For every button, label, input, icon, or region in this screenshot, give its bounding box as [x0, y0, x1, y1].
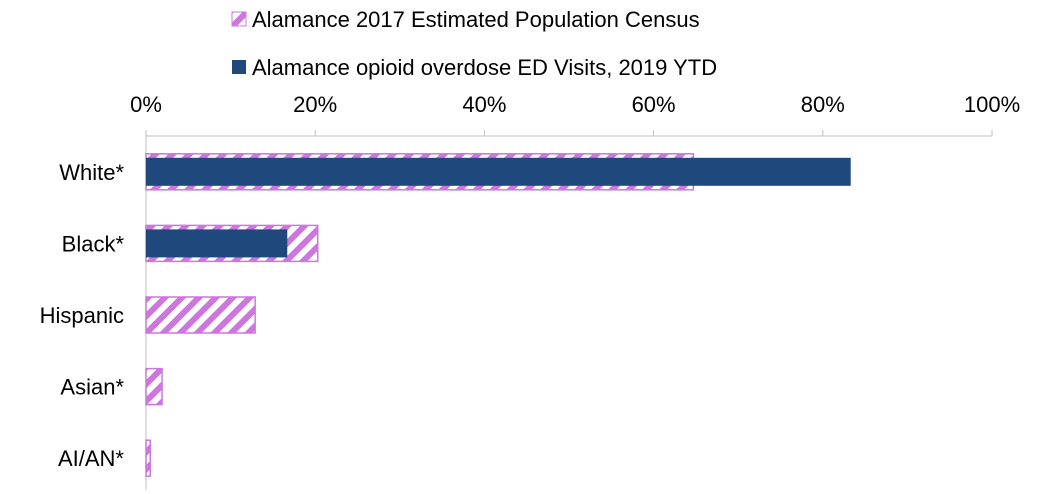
legend-swatch-population	[231, 11, 247, 27]
category-label: Black*	[62, 231, 125, 256]
legend-label-ed-visits: Alamance opioid overdose ED Visits, 2019…	[252, 55, 717, 80]
category-label: AI/AN*	[58, 446, 124, 471]
bar-population	[145, 439, 151, 477]
category-labels: White* Black* Hispanic Asian* AI/AN*	[40, 160, 125, 471]
x-tick-label: 40%	[462, 92, 506, 117]
bar-population	[145, 367, 163, 406]
legend-swatch-ed-visits	[232, 60, 246, 74]
bars	[145, 153, 851, 477]
bar-ed-visits	[146, 157, 851, 186]
category-label: Hispanic	[40, 303, 124, 328]
x-tick-label: 20%	[293, 92, 337, 117]
category-label: White*	[59, 160, 124, 185]
legend-label-population: Alamance 2017 Estimated Population Censu…	[252, 7, 700, 32]
x-axis: 0% 20% 40% 60% 80% 100%	[130, 92, 1020, 490]
x-tick-label: 100%	[964, 92, 1020, 117]
x-tick-label: 60%	[632, 92, 676, 117]
x-tick-label: 80%	[801, 92, 845, 117]
x-tick-label: 0%	[130, 92, 162, 117]
bar-population	[145, 296, 256, 334]
category-label: Asian*	[60, 375, 124, 400]
legend: Alamance 2017 Estimated Population Censu…	[231, 7, 717, 80]
bar-ed-visits	[146, 229, 288, 258]
